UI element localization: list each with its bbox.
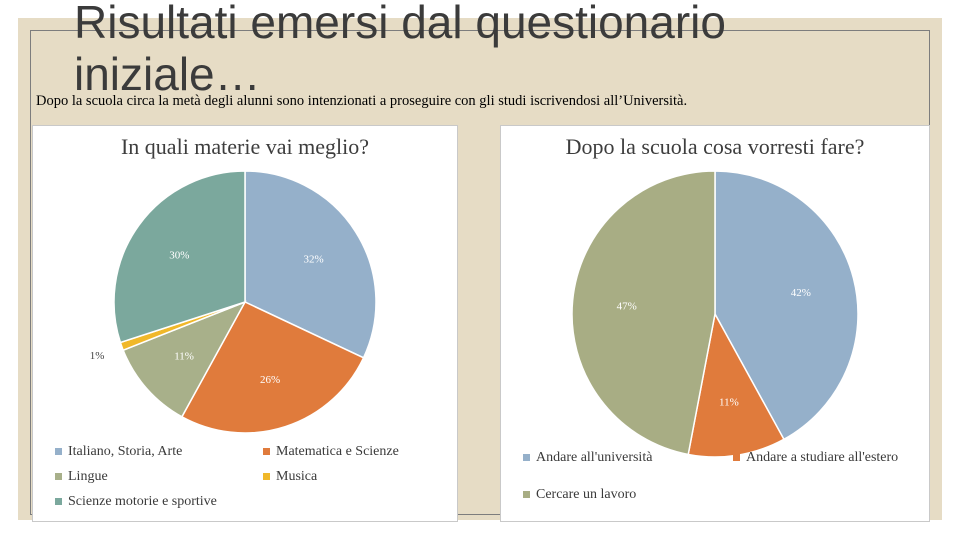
legend-item: Italiano, Storia, Arte: [55, 444, 182, 460]
legend-swatch: [55, 473, 62, 481]
legend-label: Andare all'università: [536, 450, 653, 465]
legend-swatch: [263, 448, 270, 456]
legend-label: Musica: [276, 469, 318, 484]
legend-label: Italiano, Storia, Arte: [68, 444, 183, 459]
slice-data-label: 26%: [260, 374, 280, 386]
slice-data-label: 11%: [719, 397, 739, 409]
pie-slice: [714, 170, 859, 441]
legend-item: Matematica e Scienze: [263, 444, 399, 460]
chart-panel-subjects: In quali materie vai meglio? 32% 26% 11% 1%…: [32, 125, 458, 522]
legend-label: Matematica e Scienze: [276, 444, 399, 459]
pie-chart-future: 42% 11% 47%: [571, 170, 859, 458]
legend-item: Cercare un lavoro: [523, 487, 636, 503]
legend-item: Andare all'università: [523, 450, 652, 466]
slide-subtitle: Dopo la scuola circa la metà degli alunn…: [36, 93, 688, 109]
chart-title: Dopo la scuola cosa vorresti fare?: [565, 134, 865, 159]
legend-item: Scienze motorie e sportive: [55, 494, 217, 510]
legend-label: Andare a studiare all'estero: [746, 450, 899, 465]
pie-chart-subjects: 32% 26% 11% 1% 30%: [90, 170, 377, 434]
slice-data-label: 11%: [174, 351, 194, 363]
legend-label: Scienze motorie e sportive: [68, 494, 217, 509]
slice-data-label: 1%: [90, 350, 105, 362]
legend-label: Cercare un lavoro: [536, 487, 637, 502]
legend-swatch: [55, 498, 62, 506]
pie-slice: [122, 300, 247, 418]
slice-data-label: 32%: [303, 253, 323, 265]
chart-panel-future: Dopo la scuola cosa vorresti fare? 42% 11…: [500, 125, 930, 522]
slide-title: Risultati emersi dal questionario inizia…: [74, 0, 726, 100]
pie-slice: [113, 170, 246, 344]
pie-slice: [571, 170, 716, 456]
legend-swatch: [263, 473, 270, 481]
legend-swatch: [733, 454, 740, 462]
legend-swatch: [55, 448, 62, 456]
legend-item: Andare a studiare all'estero: [733, 450, 898, 466]
legend-item: Musica: [263, 469, 317, 485]
legend-swatch: [523, 454, 530, 462]
slice-data-label: 42%: [791, 287, 811, 299]
legend-item: Lingue: [55, 469, 108, 485]
pie-slice: [244, 170, 377, 359]
legend-swatch: [523, 491, 530, 499]
chart-title: In quali materie vai meglio?: [120, 134, 369, 159]
slice-data-label: 47%: [617, 301, 637, 313]
legend-label: Lingue: [68, 469, 108, 484]
slice-data-label: 30%: [169, 249, 189, 261]
